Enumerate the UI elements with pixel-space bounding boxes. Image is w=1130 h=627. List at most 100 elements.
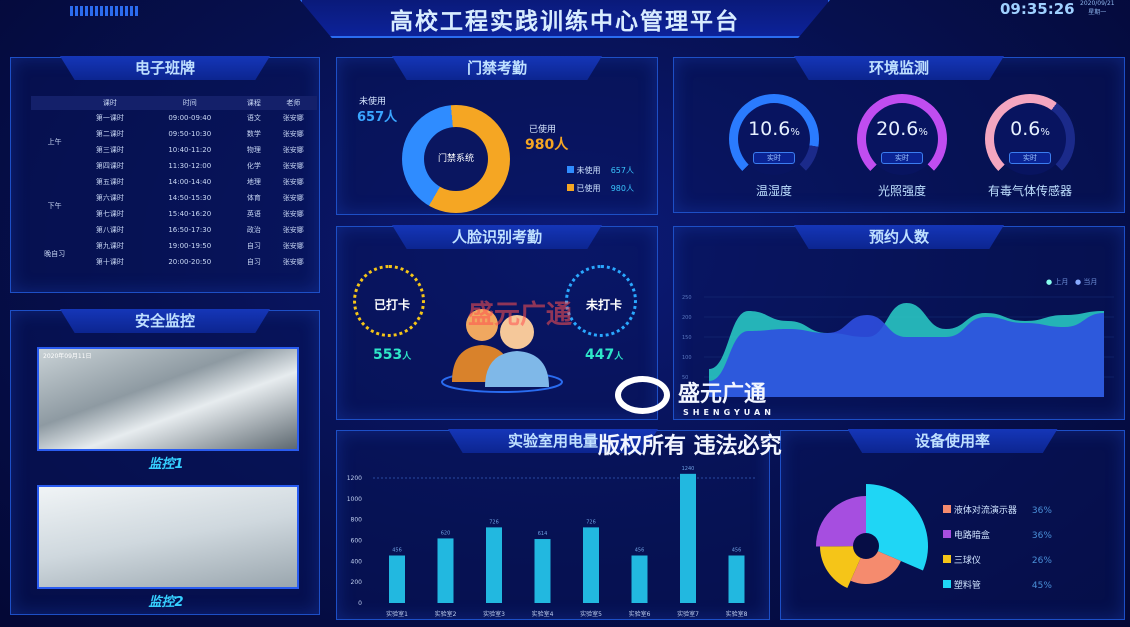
unused-label: 未使用 xyxy=(359,97,387,107)
table-cell: 第八课时 xyxy=(95,226,124,234)
page-title: 高校工程实践训练中心管理平台 xyxy=(390,9,740,35)
col-header: 课时 xyxy=(78,96,142,110)
gauge: 20.6% 实时 xyxy=(857,94,947,184)
table-cell: 英语 xyxy=(246,210,261,218)
bar xyxy=(728,555,745,603)
date: 2020/09/21 xyxy=(1080,0,1115,7)
watermark-faint: 盛元广通 xyxy=(468,300,573,330)
table-cell: 第二课时 xyxy=(95,130,124,138)
table-cell: 自习 xyxy=(246,258,261,266)
y-tick: 1000 xyxy=(347,496,362,503)
group-cell: 晚自习 xyxy=(44,250,66,258)
device-panel: 设备使用率 液体对流演示器 36% 电路暗盒 36% 三球仪 26% 塑料管 45% xyxy=(780,429,1125,620)
area-series-2 xyxy=(709,313,1104,397)
bar xyxy=(534,539,551,603)
legend-item: 三球仪 26% xyxy=(943,549,1052,574)
y-tick: 250 xyxy=(682,295,692,301)
bar xyxy=(486,527,502,603)
legend-label: 液体对流演示器 xyxy=(953,506,1017,516)
gauge-badge: 实时 xyxy=(1009,152,1051,164)
legend-label: 电路暗盒 xyxy=(953,531,990,541)
table-row: 第十课时 20:00-20:50 自习 张安娜 xyxy=(31,254,317,270)
table-cell: 化学 xyxy=(246,162,261,170)
table-row: 上午 第一课时 09:00-09:40 语文 张安娜 xyxy=(31,110,317,146)
booking-panel: 预约人数 ● 上月 ● 当月 250 200 150 100 50 xyxy=(673,225,1125,420)
y-tick: 600 xyxy=(351,538,363,545)
bar xyxy=(631,555,648,603)
y-tick: 0 xyxy=(358,600,362,607)
legend-last-month: 上月 xyxy=(1054,278,1069,286)
watermark-logo: 盛元广通 SHENGYUAN xyxy=(615,376,775,417)
unit: 人 xyxy=(614,352,624,362)
bar-label: 456 xyxy=(732,548,742,554)
table-cell: 体育 xyxy=(246,194,261,202)
table-cell: 张安娜 xyxy=(282,226,304,234)
unused-value: 657人 xyxy=(357,110,398,125)
x-tick: 实验室4 xyxy=(532,610,554,618)
bar-label: 614 xyxy=(538,531,548,537)
x-tick: 实验室3 xyxy=(483,610,505,618)
gauge-value: 10.6% xyxy=(748,118,800,140)
access-donut-chart: 门禁系统 xyxy=(402,105,510,213)
table-cell: 张安娜 xyxy=(282,178,304,186)
camera-feed-2[interactable] xyxy=(37,485,299,589)
rose-hole xyxy=(853,533,879,559)
legend-label: 塑料管 xyxy=(953,581,981,591)
camera-label-2: 监控2 xyxy=(148,595,184,610)
y-tick: 200 xyxy=(351,579,363,586)
legend-label: 未使用 xyxy=(576,166,601,175)
y-tick: 50 xyxy=(682,375,688,381)
table-header: 课时 时间 课程 老师 xyxy=(31,96,317,110)
camera-timestamp: 2020年09月11日 xyxy=(43,353,92,360)
watermark-brand: 盛元广通 xyxy=(678,382,767,407)
col-header: 课程 xyxy=(238,96,270,110)
table-row: 第七课时 15:40-16:20 英语 张安娜 xyxy=(31,206,317,222)
legend-item: 已使用 980人 xyxy=(567,180,634,198)
header: 高校工程实践训练中心管理平台 09:35:26 2020/09/21 星期一 xyxy=(0,0,1130,45)
legend-value: 657人 xyxy=(610,166,634,175)
table-row: 第六课时 14:50-15:30 体育 张安娜 xyxy=(31,190,317,206)
table-cell: 张安娜 xyxy=(282,242,304,250)
panel-title: 电子班牌 xyxy=(60,56,270,80)
panel-title: 预约人数 xyxy=(794,225,1004,249)
gauge: 0.6% 实时 xyxy=(985,94,1075,184)
panel-title: 设备使用率 xyxy=(847,429,1058,453)
table-cell: 自习 xyxy=(246,242,261,250)
legend-label: 已使用 xyxy=(576,184,601,193)
checked-count: 553人 xyxy=(373,347,411,363)
value: 553 xyxy=(373,347,403,363)
people-icon xyxy=(441,309,563,393)
x-tick: 实验室7 xyxy=(677,610,699,618)
bar-label: 620 xyxy=(441,530,451,536)
legend-label: 三球仪 xyxy=(953,556,981,566)
bar xyxy=(437,538,454,603)
bar-label: 726 xyxy=(586,519,596,525)
y-tick: 200 xyxy=(682,315,692,321)
gauge-badge: 实时 xyxy=(753,152,795,164)
panel-title: 实验室用电量 xyxy=(448,429,658,453)
unchecked-label: 未打卡 xyxy=(585,298,622,312)
device-legend: 液体对流演示器 36% 电路暗盒 36% 三球仪 26% 塑料管 45% xyxy=(943,499,1052,599)
used-value: 980人 xyxy=(525,137,569,153)
table-cell: 09:50-10:30 xyxy=(168,130,212,138)
panel-title: 安全监控 xyxy=(60,309,270,333)
table-cell: 第九课时 xyxy=(95,242,124,250)
table-cell: 第五课时 xyxy=(95,178,124,186)
donut-center-label: 门禁系统 xyxy=(437,154,474,164)
clock: 09:35:26 xyxy=(1000,0,1075,18)
table-cell: 张安娜 xyxy=(282,130,304,138)
table-row: 第八课时 16:50-17:30 政治 张安娜 xyxy=(31,222,317,238)
table-cell: 11:30-12:00 xyxy=(168,162,212,170)
bar-label: 456 xyxy=(392,548,402,554)
device-rose-chart xyxy=(816,484,928,589)
legend-value: 45% xyxy=(1031,581,1052,591)
camera-feed-1[interactable]: 2020年09月11日 xyxy=(37,347,299,451)
table-cell: 第四课时 xyxy=(95,162,124,170)
gauge-value: 0.6% xyxy=(1010,118,1050,140)
legend-value: 36% xyxy=(1031,531,1052,541)
panel-title: 环境监测 xyxy=(794,56,1004,80)
class-board-panel: 电子班牌 课时 时间 课程 老师 上午 第一课时 09:00-09:40 语文 张安娜 第二课时… xyxy=(10,56,320,293)
table-cell: 14:50-15:30 xyxy=(168,194,212,202)
legend-item: 塑料管 45% xyxy=(943,574,1052,599)
gauge: 10.6% 实时 xyxy=(729,94,819,184)
